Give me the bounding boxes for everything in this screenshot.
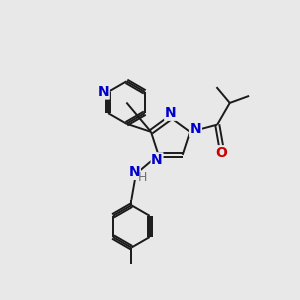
Text: O: O: [216, 146, 227, 160]
Text: N: N: [165, 106, 176, 120]
Text: N: N: [190, 122, 201, 136]
Text: N: N: [129, 165, 140, 179]
Text: H: H: [138, 171, 147, 184]
Text: N: N: [98, 85, 109, 99]
Text: N: N: [151, 153, 163, 167]
